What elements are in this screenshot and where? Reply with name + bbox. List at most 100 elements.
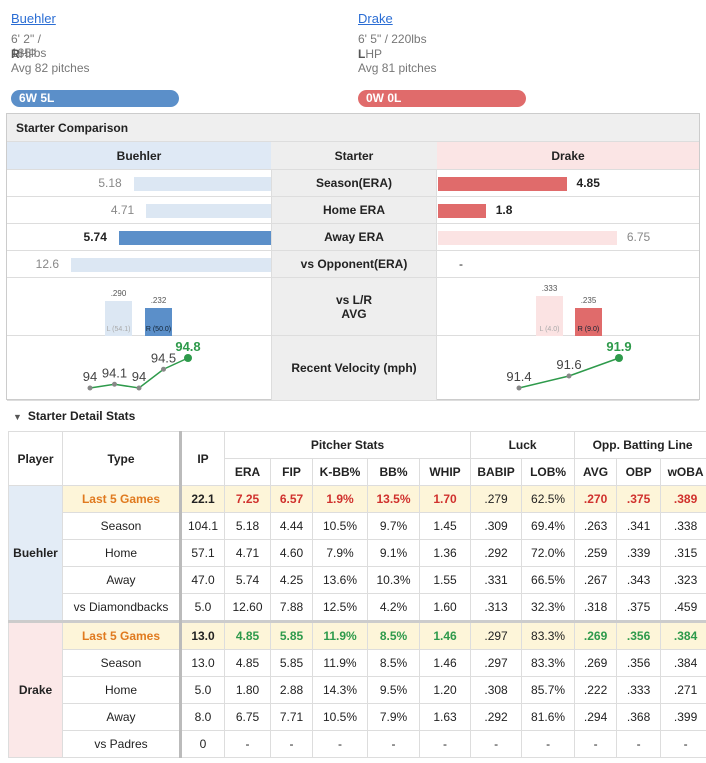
pitcher-pitches: Avg 82 pitches [11,61,90,75]
stat-cell: 5.85 [270,649,313,677]
stat-cell: .297 [470,649,523,677]
stat-cell: 1.9% [312,485,368,513]
bar-value: 12.6 [35,257,59,271]
hand-rest: HP [19,47,37,61]
stat-cell: 1.63 [418,703,472,731]
column-header: Buehler [7,142,271,170]
velocity-point [615,354,623,362]
stat-cell: .384 [660,649,706,677]
section-title: Starter Comparison [7,114,699,142]
stat-cell: 4.71 [224,539,271,567]
stat-cell: .292 [470,703,523,731]
column-header: Starter [271,142,437,170]
split-value: .333 [541,284,558,294]
stat-cell: 8.0 [179,703,225,731]
stat-cell: 1.45 [418,512,472,540]
detail-heading[interactable]: ▼ Starter Detail Stats [13,409,135,423]
type-cell: Season [62,649,181,677]
split-bar [105,301,132,336]
stat-cell: 4.85 [224,621,271,650]
column-header: LOB% [521,458,576,486]
stat-cell: 8.5% [367,621,420,650]
stat-cell: .309 [470,512,523,540]
stat-cell: 7.88 [270,593,313,622]
stat-cell: .297 [470,621,523,650]
stat-cell: .375 [616,485,662,513]
stat-cell: .356 [616,621,662,650]
bar [118,231,271,245]
data-row: Season 104.1 5.18 4.44 10.5% 9.7% 1.45.309 69.4… [9,512,706,540]
stat-cell: .356 [616,649,662,677]
type-cell: Last 5 Games [62,485,181,513]
stat-cell: 1.60 [418,593,472,622]
row-label: Season(ERA) [271,170,437,197]
stat-cell: 12.5% [312,593,368,622]
stat-cell: 104.1 [179,512,225,540]
stat-cell: 1.70 [418,485,472,513]
column-header: wOBA [660,458,706,486]
row-label: Recent Velocity (mph) [271,336,437,401]
stat-cell: .294 [574,703,618,731]
stat-cell: .222 [574,676,618,704]
stat-cell: 10.5% [312,703,368,731]
type-cell: Home [62,676,181,704]
hand: L [358,47,366,61]
pitcher-size: 6' 5" / 220lbs [358,32,427,46]
bar-value: 5.74 [83,230,107,244]
stat-cell: 11.9% [312,621,368,650]
stat-cell: .267 [574,566,618,594]
stat-cell: 9.7% [367,512,420,540]
detail-table: Player Type IP Pitcher Stats Luck Opp. Battin… [8,431,706,758]
column-header: FIP [270,458,313,486]
stat-cell: - [521,730,576,758]
stat-cell: 7.9% [312,539,368,567]
stat-cell: 5.18 [224,512,271,540]
data-row: Home 57.1 4.71 4.60 7.9% 9.1% 1.36.292 72.0% .25… [9,539,706,567]
split-value: .290 [110,289,127,299]
bar-value: 6.75 [626,230,651,244]
stat-cell: 13.6% [312,566,368,594]
stat-cell: .331 [470,566,523,594]
stat-cell: 13.5% [367,485,420,513]
stat-cell: - [470,730,523,758]
group-header: Pitcher Stats [223,431,472,459]
data-row: vs Padres 0- - - - - - - - - - [9,730,706,758]
stat-cell: 1.46 [418,621,472,650]
hand-rest: HP [365,47,383,61]
velocity-label: 94 [132,369,146,384]
stat-cell: 5.74 [224,566,271,594]
column-header: ERA [224,458,271,486]
stat-cell: 9.5% [367,676,420,704]
stat-cell: 66.5% [521,566,576,594]
column-header: AVG [574,458,618,486]
bar-value: 1.8 [495,203,513,217]
stat-cell: .263 [574,512,618,540]
stat-cell: .368 [616,703,662,731]
split-sub: L (54.1) [106,326,131,333]
split-value: .235 [580,295,597,305]
header-row: Player Type IP Pitcher Stats Luck Opp. Battin… [8,431,706,486]
velocity-chart: 94 94.1 94 94.594.8 91.4 91.6 91.9 [83,339,632,391]
bar [438,231,617,245]
pitcher-name[interactable]: Drake [358,11,393,26]
bar-value: 5.18 [98,176,122,190]
split-bar [575,307,602,336]
stat-cell: 1.80 [224,676,271,704]
starter-comparison: Starter Comparison Buehler Starter Drake Se… [6,113,700,401]
stat-cell: .384 [660,621,706,650]
data-row: Away 47.0 5.74 4.25 13.6% 10.3% 1.55.331 66.5%.… [9,566,706,594]
stat-cell: 4.2% [367,593,420,622]
type-cell: vs Padres [62,730,181,758]
stat-cell: .339 [616,539,662,567]
pitcher-name[interactable]: Buehler [11,11,56,26]
split-sub: R (9.0) [577,326,600,333]
stat-cell: 4.60 [270,539,313,567]
stat-cell: .259 [574,539,618,567]
stat-cell: .308 [470,676,523,704]
type-cell: vs Diamondbacks [62,593,181,622]
stat-cell: 10.5% [312,512,368,540]
collapse-icon: ▼ [13,412,22,422]
stat-cell: 22.1 [179,485,225,513]
stat-cell: 62.5% [521,485,576,513]
stat-cell: 13.0 [179,621,225,650]
